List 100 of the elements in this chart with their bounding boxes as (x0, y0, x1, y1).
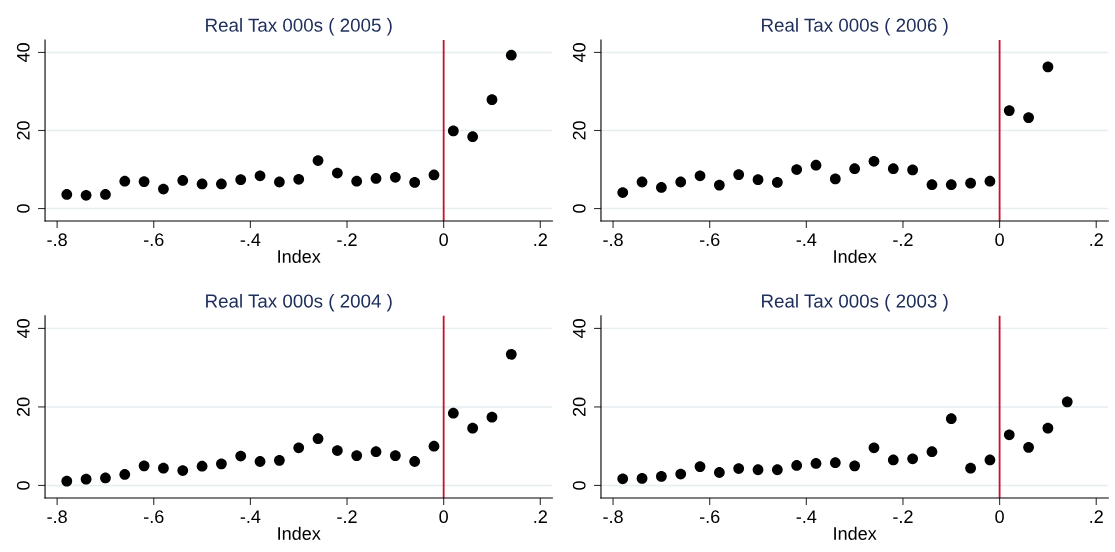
point (447, 407, 459, 419)
x-tick-label: -.8 (47, 233, 67, 247)
point (849, 460, 861, 472)
x-tick-label: -.4 (240, 510, 261, 523)
chart-title: Real Tax 000s ( 2005 ) (206, 18, 392, 36)
x-tick-label: -.2 (893, 233, 913, 246)
point (849, 163, 861, 175)
point (868, 155, 880, 167)
x-tick-label: -.6 (144, 233, 164, 247)
x-tick-label: .2 (534, 233, 547, 246)
y-tick-label: 0 (572, 481, 586, 490)
y-tick-label: 0 (16, 204, 30, 213)
x-tick-label: -.2 (337, 510, 357, 523)
point (752, 174, 764, 186)
point (61, 189, 73, 200)
x-tick-label: -.6 (144, 510, 164, 524)
point (752, 464, 764, 476)
point (1003, 429, 1015, 441)
point (771, 464, 783, 476)
point (829, 457, 841, 469)
point (467, 422, 479, 434)
point (694, 461, 706, 472)
point (196, 178, 208, 190)
point (733, 463, 745, 474)
x-tick-label: -.4 (240, 233, 261, 246)
point (868, 442, 880, 454)
point (351, 175, 363, 187)
x-tick-label: -.2 (893, 510, 913, 523)
y-tick-label: 40 (16, 43, 30, 63)
point (177, 465, 189, 476)
point (119, 175, 131, 187)
y-tick-label: 0 (16, 481, 30, 490)
point (965, 177, 976, 189)
x-tick-label: -.4 (796, 510, 817, 523)
point (254, 456, 266, 467)
chart-title: Real Tax 000s ( 2003 ) (762, 293, 948, 312)
point (447, 125, 459, 137)
point (61, 475, 73, 487)
point (945, 179, 957, 191)
x-tick-label: .2 (1090, 510, 1103, 523)
x-tick-label: -.6 (699, 510, 720, 524)
x-tick-label: -.8 (603, 233, 623, 247)
point (196, 460, 208, 472)
point (1042, 61, 1054, 73)
point (617, 187, 629, 198)
point (675, 176, 687, 188)
x-tick-label: .2 (534, 510, 547, 523)
point (428, 169, 440, 181)
point (945, 413, 957, 425)
point (235, 450, 247, 462)
point (216, 458, 227, 470)
y-tick-label: 20 (16, 397, 30, 417)
point (80, 189, 92, 201)
y-tick-label: 40 (16, 319, 30, 339)
point (389, 450, 401, 461)
x-tick-label: -.8 (603, 510, 623, 524)
point (235, 174, 247, 186)
point (1023, 112, 1034, 123)
point (177, 175, 189, 186)
x-tick-label: 0 (439, 510, 448, 524)
point (926, 446, 938, 458)
point (293, 173, 305, 185)
point (293, 442, 305, 454)
point (791, 164, 803, 175)
point (158, 462, 169, 474)
point (274, 454, 285, 466)
point (1042, 422, 1054, 434)
point (409, 177, 421, 188)
point (100, 189, 111, 200)
point (675, 468, 687, 480)
point (138, 460, 150, 472)
point (216, 178, 227, 190)
point (771, 177, 783, 188)
x-tick-label: .2 (1090, 233, 1103, 246)
x-tick-label: -.2 (337, 233, 357, 246)
point (984, 175, 996, 187)
point (312, 155, 324, 166)
y-tick-label: 20 (572, 121, 586, 140)
point (713, 467, 725, 478)
point (656, 182, 667, 193)
point (1061, 396, 1073, 408)
point (810, 458, 822, 469)
point (505, 348, 517, 360)
point (887, 163, 899, 175)
point (1003, 105, 1015, 116)
point (887, 454, 899, 466)
y-tick-label: 40 (572, 319, 586, 339)
point (389, 171, 401, 183)
point (656, 471, 667, 482)
x-axis-title: Index (278, 249, 321, 263)
point (829, 173, 841, 185)
point (331, 445, 343, 456)
point (636, 176, 648, 188)
x-tick-label: 0 (439, 233, 448, 247)
x-tick-label: 0 (995, 510, 1004, 524)
point (791, 460, 803, 471)
x-tick-label: 0 (995, 233, 1004, 247)
point (486, 411, 498, 423)
chart-title: Real Tax 000s ( 2004 ) (206, 293, 392, 312)
point (80, 473, 92, 485)
